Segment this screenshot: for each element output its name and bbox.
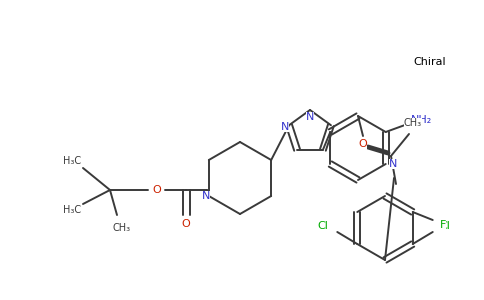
- Text: N: N: [389, 159, 397, 169]
- Text: N: N: [202, 191, 210, 201]
- Text: H₃C: H₃C: [63, 156, 81, 166]
- Text: O: O: [359, 139, 367, 149]
- Text: Chiral: Chiral: [414, 57, 446, 67]
- Text: N: N: [306, 112, 314, 122]
- Text: O: O: [152, 185, 161, 195]
- Text: F: F: [439, 220, 446, 230]
- Text: CH₃: CH₃: [113, 223, 131, 233]
- Text: O: O: [182, 219, 190, 229]
- Text: Cl: Cl: [439, 221, 450, 231]
- Text: NH₂: NH₂: [411, 115, 432, 125]
- Text: Cl: Cl: [318, 221, 329, 231]
- Text: H₃C: H₃C: [63, 205, 81, 215]
- Text: N: N: [281, 122, 289, 132]
- Text: CH₃: CH₃: [404, 118, 422, 128]
